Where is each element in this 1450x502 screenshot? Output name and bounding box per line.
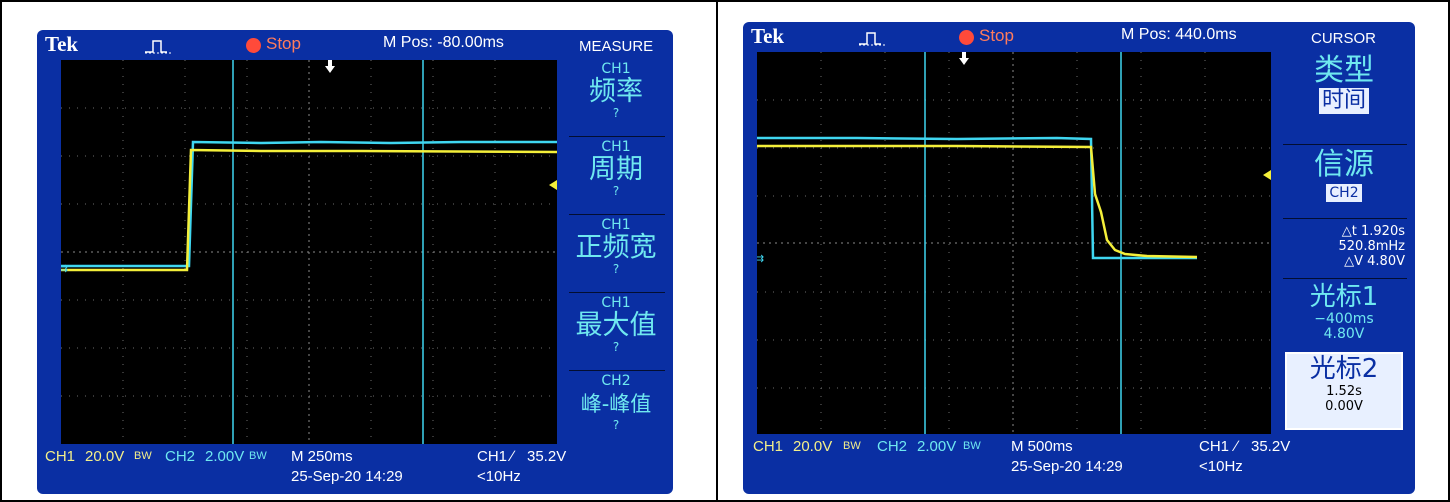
run-state: Stop	[266, 34, 301, 53]
menu-divider	[1283, 218, 1407, 219]
table-border-right	[1448, 0, 1450, 502]
trigger-frequency: <10Hz	[477, 468, 521, 485]
ch2-bw: BW	[249, 450, 267, 462]
trigger-slope-icon: ∕	[511, 448, 514, 465]
m-pos-readout: M Pos: -80.00ms	[383, 34, 504, 51]
ch1-label: CH1	[45, 448, 76, 465]
scope-top-bar: Tek Stop M Pos: -80.00ms MEASURE	[37, 30, 673, 60]
timebase: M 500ms	[1011, 438, 1073, 455]
right-photo-cell: Tek Stop M Pos: 440.0ms CURSOR	[717, 0, 1450, 502]
measure-item-4[interactable]: CH1 最大值 ?	[575, 295, 657, 354]
measure-item-5[interactable]: CH2 峰-峰值 ?	[580, 373, 652, 432]
trigger-source: CH1	[1199, 438, 1230, 455]
trigger-position-marker	[959, 58, 969, 65]
menu-divider	[569, 292, 665, 293]
menu-divider	[569, 136, 665, 137]
waveform-display: ⇉	[757, 52, 1271, 434]
menu-divider	[569, 214, 665, 215]
menu-title: MEASURE	[579, 38, 654, 55]
trigger-position-marker	[325, 66, 335, 73]
timebase: M 250ms	[291, 448, 353, 465]
trigger-waveform-icon	[859, 32, 887, 46]
run-state: Stop	[979, 26, 1014, 45]
delta-v-readout: △V 4.80V	[1344, 254, 1405, 269]
svg-text:⇉: ⇉	[757, 252, 764, 265]
table-border-top	[0, 0, 1450, 2]
svg-text:⇉: ⇉	[61, 262, 68, 275]
ch1-bw: BW	[134, 450, 152, 462]
stop-indicator-icon	[246, 38, 261, 53]
cursor-2-item[interactable]: 光标2 1.52s 0.00V	[1285, 352, 1403, 430]
table-border-middle	[716, 0, 718, 502]
ch1-scale: 20.0V	[793, 438, 833, 455]
ch1-bw: BW	[843, 440, 861, 452]
menu-divider	[1283, 278, 1407, 279]
trigger-source: CH1	[477, 448, 508, 465]
measure-menu: CH1 频率 ? CH1 周期 ? CH1 正频宽 ? CH1 最大值 ?	[563, 60, 669, 444]
measure-item-2[interactable]: CH1 周期 ?	[589, 139, 643, 198]
table-border-bottom	[0, 500, 1450, 502]
ch2-trace	[61, 140, 557, 268]
menu-divider	[1283, 144, 1407, 145]
stop-indicator-icon	[959, 30, 974, 45]
scope-status-bar: CH1 20.0V BW CH2 2.00V BW M 250ms 25-Sep…	[37, 444, 673, 494]
trigger-level: 35.2V	[527, 448, 567, 465]
cursor-type-item[interactable]: 类型 时间	[1314, 53, 1374, 114]
tek-logo: Tek	[751, 24, 785, 48]
ch1-label: CH1	[753, 438, 784, 455]
m-pos-readout: M Pos: 440.0ms	[1121, 26, 1237, 43]
measure-item-3[interactable]: CH1 正频宽 ?	[575, 217, 657, 276]
trigger-frequency: <10Hz	[1199, 458, 1243, 475]
menu-divider	[569, 370, 665, 371]
measure-item-1[interactable]: CH1 频率 ?	[589, 61, 643, 120]
trigger-level: 35.2V	[1251, 438, 1291, 455]
trigger-slope-icon: ∕	[1235, 438, 1238, 455]
scope-status-bar: CH1 20.0V BW CH2 2.00V BW M 500ms 25-Sep…	[743, 434, 1415, 484]
cursor-type-value: 时间	[1318, 88, 1369, 114]
date-time: 25-Sep-20 14:29	[1011, 458, 1123, 475]
ch2-scale: 2.00V	[205, 448, 245, 465]
ch1-scale: 20.0V	[85, 448, 125, 465]
left-photo-cell: Tek Stop M Pos: -80.00ms MEASURE	[0, 0, 717, 502]
inv-delta-t-readout: 520.8mHz	[1338, 239, 1405, 254]
cursor-menu: 类型 时间 信源 CH2 △t 1.920s 520.8mHz △V 4.80V…	[1277, 52, 1411, 434]
tek-logo: Tek	[45, 32, 79, 56]
delta-t-readout: △t 1.920s	[1341, 224, 1405, 239]
trigger-waveform-icon	[145, 40, 173, 54]
cursor-readouts: △t 1.920s 520.8mHz △V 4.80V	[1277, 224, 1411, 269]
cursor-source-value: CH2	[1326, 184, 1362, 202]
table-border-left	[0, 0, 2, 502]
date-time: 25-Sep-20 14:29	[291, 468, 403, 485]
menu-title: CURSOR	[1311, 30, 1377, 47]
ch2-bw: BW	[963, 440, 981, 452]
waveform-display: ⇉	[61, 60, 557, 444]
scope-top-bar: Tek Stop M Pos: 440.0ms CURSOR	[743, 22, 1415, 52]
ch1-trace	[61, 148, 557, 272]
cursor-1-item[interactable]: 光标1 −400ms 4.80V	[1309, 282, 1379, 342]
ch2-label: CH2	[165, 448, 196, 465]
graticule: ⇉	[757, 52, 1271, 434]
cursor-source-item[interactable]: 信源 CH2	[1314, 147, 1374, 202]
ch2-scale: 2.00V	[917, 438, 957, 455]
ch2-trace	[757, 136, 1197, 260]
trigger-level-marker	[1263, 170, 1271, 180]
ch1-trace	[757, 144, 1198, 259]
oscilloscope-screen-cursor: Tek Stop M Pos: 440.0ms CURSOR	[743, 22, 1415, 494]
graticule: ⇉	[61, 60, 557, 444]
ch2-label: CH2	[877, 438, 908, 455]
trigger-level-marker	[549, 180, 557, 190]
oscilloscope-screen-measure: Tek Stop M Pos: -80.00ms MEASURE	[37, 30, 673, 494]
